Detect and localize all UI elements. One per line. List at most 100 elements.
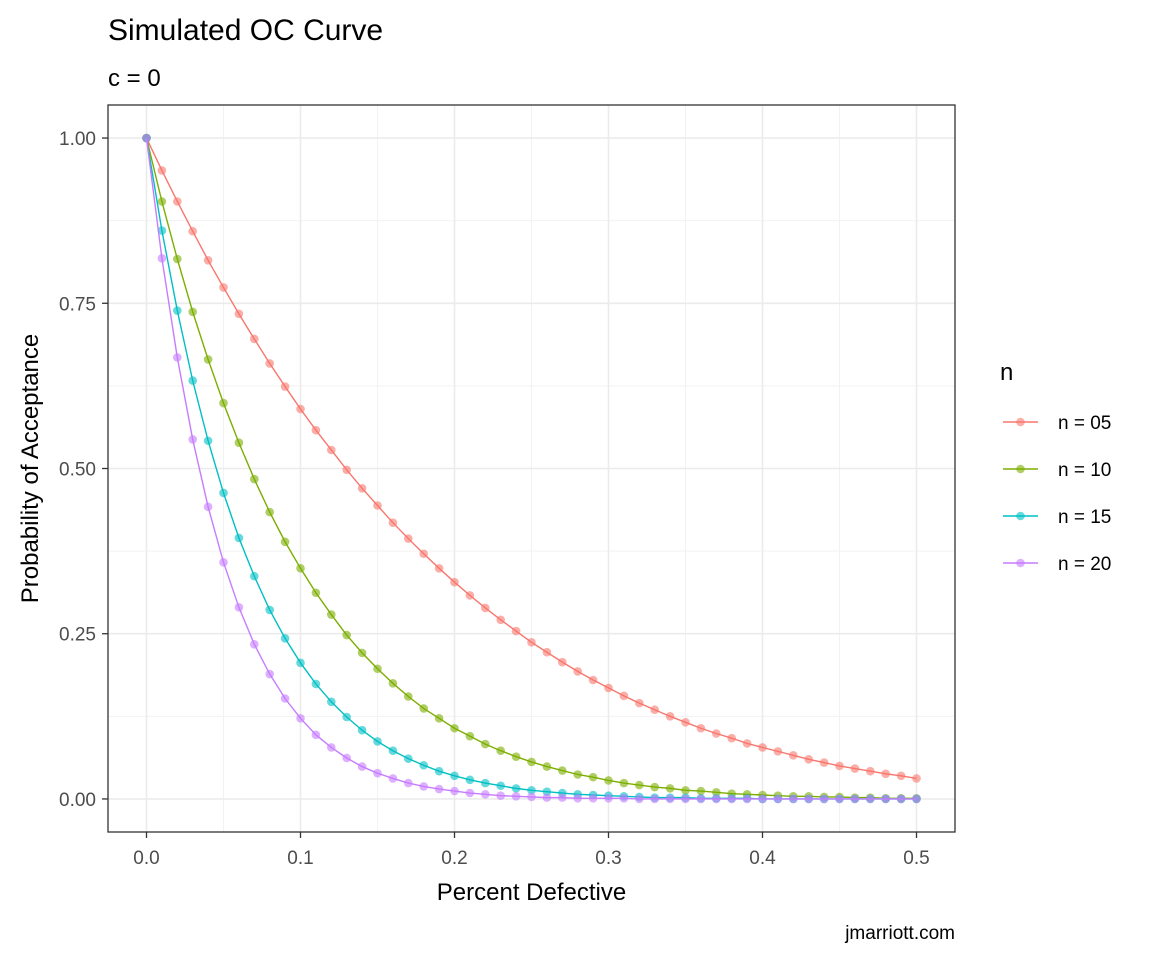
data-point [866, 766, 875, 776]
data-point [296, 564, 305, 573]
data-point [635, 698, 644, 708]
data-point [357, 762, 367, 771]
data-point [481, 790, 490, 799]
data-point [203, 436, 213, 446]
y-tick-label: 0.25 [59, 625, 96, 646]
data-point [819, 794, 829, 804]
legend-key-point [1016, 417, 1025, 427]
data-point [388, 679, 398, 688]
legend-label: n = 10 [1058, 460, 1111, 481]
y-axis-title: Probability of Acceptance [17, 334, 44, 604]
x-tick-label: 0.5 [903, 848, 929, 869]
legend-label: n = 20 [1058, 554, 1111, 575]
series-1 [142, 133, 921, 783]
data-point [850, 794, 860, 804]
data-point [481, 778, 490, 788]
data-point [142, 133, 151, 143]
data-point [234, 309, 244, 319]
y-tick-label: 0.00 [59, 790, 96, 811]
data-point [419, 760, 429, 770]
legend-item: n = 20 [1003, 554, 1111, 575]
data-point [188, 226, 197, 236]
data-point [665, 712, 675, 721]
data-point [157, 197, 167, 206]
data-point [280, 382, 290, 391]
data-point [542, 647, 552, 657]
data-point [835, 761, 844, 771]
data-point [250, 474, 259, 484]
data-point [188, 376, 197, 385]
data-point [327, 697, 336, 707]
data-point [188, 435, 197, 444]
data-point [219, 398, 228, 408]
data-point [357, 648, 367, 658]
data-point [434, 714, 444, 723]
data-point [789, 751, 798, 760]
data-point [388, 774, 398, 783]
data-point [481, 739, 490, 749]
legend-title: n [1000, 359, 1013, 386]
axes: 0.0 0.1 0.2 0.3 0.4 0.5 0.00 0.25 0.50 0.75 1.00 [59, 129, 930, 869]
data-point [203, 355, 213, 364]
chart-title: Simulated OC Curve [108, 14, 383, 47]
x-tick-label: 0.2 [441, 848, 467, 869]
data-point [280, 694, 290, 703]
data-point [296, 714, 305, 723]
data-point [727, 733, 736, 743]
data-point [219, 558, 228, 567]
data-point [157, 226, 167, 235]
data-point [511, 792, 521, 801]
data-point [696, 786, 706, 796]
legend-label: n = 15 [1058, 507, 1111, 528]
data-point [450, 786, 459, 796]
data-point [635, 780, 644, 790]
data-point [450, 577, 459, 587]
data-point [157, 254, 167, 263]
data-point [404, 778, 413, 788]
y-tick-label: 1.00 [59, 129, 96, 150]
data-point [327, 743, 336, 752]
x-tick-label: 0.3 [595, 848, 621, 869]
data-point [419, 549, 429, 559]
data-point [465, 731, 475, 741]
legend-key-point [1016, 464, 1025, 474]
data-point [588, 793, 598, 803]
data-point [280, 634, 290, 643]
legend: n n = 05 n = 10 n = 15 n = 20 [1000, 359, 1111, 575]
data-point [173, 254, 182, 264]
data-point [742, 739, 752, 748]
data-point [681, 717, 690, 727]
data-point [404, 692, 413, 701]
legend-key-point [1016, 511, 1025, 521]
legend-item: n = 05 [1003, 413, 1111, 434]
data-point [712, 729, 721, 738]
data-point [650, 794, 659, 804]
data-point [712, 794, 721, 804]
data-point [789, 794, 798, 804]
data-point [527, 786, 536, 795]
data-point [203, 502, 213, 512]
data-point [681, 786, 690, 795]
data-point [896, 771, 906, 781]
data-point [912, 774, 921, 783]
data-point [357, 725, 367, 735]
data-point [342, 465, 352, 475]
data-point [542, 793, 552, 802]
data-point [604, 776, 613, 785]
data-point [758, 743, 767, 752]
data-point [681, 794, 690, 804]
data-point [742, 794, 752, 804]
data-point [388, 746, 398, 756]
data-point [342, 753, 352, 763]
data-point [558, 657, 567, 667]
legend-key-point [1016, 558, 1025, 568]
data-point [604, 793, 613, 803]
data-point [250, 334, 259, 344]
data-point [481, 603, 490, 613]
data-point [665, 784, 675, 793]
data-point [404, 534, 413, 543]
series-4 [142, 133, 921, 804]
data-point [434, 784, 444, 794]
data-point [881, 794, 890, 804]
data-point [896, 794, 906, 804]
